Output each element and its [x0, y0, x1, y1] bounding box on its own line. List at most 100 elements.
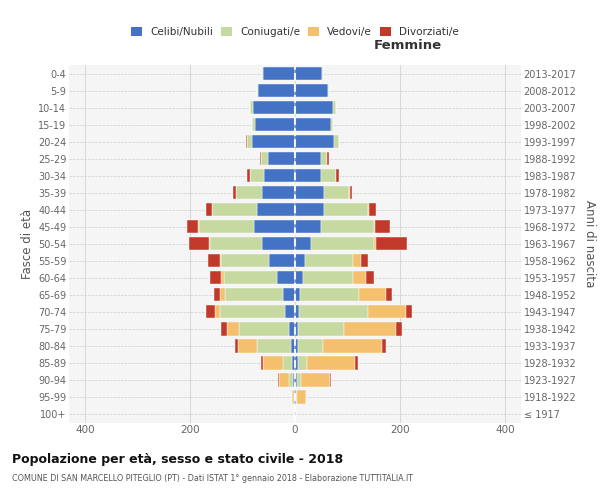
Bar — [299, 305, 368, 318]
Bar — [278, 374, 289, 386]
Bar — [262, 237, 295, 250]
Bar — [295, 390, 296, 404]
Bar — [324, 203, 368, 216]
Bar — [263, 67, 295, 80]
Bar — [295, 356, 298, 370]
Bar — [361, 254, 368, 268]
Bar — [344, 322, 396, 336]
Bar — [368, 203, 370, 216]
Bar — [305, 254, 353, 268]
Bar — [322, 67, 323, 80]
Bar — [265, 169, 295, 182]
Bar — [268, 152, 295, 166]
Y-axis label: Fasce di età: Fasce di età — [20, 208, 34, 279]
Bar — [324, 186, 349, 200]
Bar — [353, 271, 366, 284]
Bar — [311, 237, 374, 250]
Bar — [368, 305, 406, 318]
Bar — [374, 220, 375, 234]
Bar — [295, 254, 305, 268]
Bar — [295, 169, 321, 182]
Bar — [220, 254, 221, 268]
Bar — [293, 374, 295, 386]
Bar — [247, 169, 250, 182]
Bar — [328, 84, 329, 97]
Bar — [220, 305, 286, 318]
Bar — [303, 271, 353, 284]
Bar — [321, 169, 336, 182]
Bar — [262, 186, 295, 200]
Bar — [295, 152, 321, 166]
Bar — [210, 271, 221, 284]
Bar — [214, 288, 220, 302]
Bar — [295, 220, 321, 234]
Bar — [221, 271, 224, 284]
Bar — [260, 152, 261, 166]
Bar — [283, 356, 292, 370]
Bar — [295, 322, 298, 336]
Bar — [221, 254, 269, 268]
Bar — [323, 340, 382, 352]
Y-axis label: Anni di nascita: Anni di nascita — [583, 200, 596, 288]
Bar — [298, 340, 323, 352]
Bar — [233, 186, 236, 200]
Bar — [296, 390, 297, 404]
Bar — [307, 356, 355, 370]
Bar — [253, 118, 255, 131]
Bar — [224, 288, 283, 302]
Bar — [261, 356, 263, 370]
Bar — [239, 322, 289, 336]
Bar — [283, 288, 295, 302]
Bar — [353, 254, 361, 268]
Bar — [295, 67, 322, 80]
Bar — [263, 356, 283, 370]
Bar — [257, 84, 258, 97]
Bar — [247, 135, 252, 148]
Bar — [210, 237, 262, 250]
Bar — [292, 356, 295, 370]
Bar — [257, 340, 290, 352]
Bar — [321, 152, 328, 166]
Text: Popolazione per età, sesso e stato civile - 2018: Popolazione per età, sesso e stato civil… — [12, 452, 343, 466]
Bar — [206, 203, 212, 216]
Bar — [212, 203, 257, 216]
Bar — [236, 186, 262, 200]
Bar — [295, 340, 298, 352]
Bar — [238, 340, 257, 352]
Bar — [370, 203, 376, 216]
Bar — [406, 305, 412, 318]
Bar — [375, 220, 390, 234]
Bar — [295, 186, 324, 200]
Bar — [255, 118, 295, 131]
Bar — [253, 101, 295, 114]
Bar — [382, 340, 386, 352]
Bar — [295, 374, 297, 386]
Bar — [215, 305, 220, 318]
Bar — [224, 271, 277, 284]
Bar — [220, 288, 224, 302]
Bar — [189, 237, 209, 250]
Bar — [235, 340, 238, 352]
Bar — [334, 135, 338, 148]
Bar — [396, 322, 401, 336]
Bar — [295, 101, 333, 114]
Bar — [206, 305, 215, 318]
Bar — [254, 220, 295, 234]
Legend: Celibi/Nubili, Coniugati/e, Vedovi/e, Divorziati/e: Celibi/Nubili, Coniugati/e, Vedovi/e, Di… — [128, 24, 462, 40]
Bar — [374, 237, 376, 250]
Bar — [290, 340, 295, 352]
Bar — [297, 374, 301, 386]
Bar — [366, 271, 374, 284]
Bar — [250, 101, 253, 114]
Bar — [292, 390, 294, 404]
Bar — [286, 305, 295, 318]
Bar — [333, 101, 336, 114]
Bar — [298, 356, 307, 370]
Bar — [295, 305, 299, 318]
Bar — [208, 254, 220, 268]
Bar — [209, 237, 210, 250]
Bar — [350, 186, 352, 200]
Bar — [295, 288, 300, 302]
Bar — [199, 220, 254, 234]
Text: Femmine: Femmine — [374, 40, 442, 52]
